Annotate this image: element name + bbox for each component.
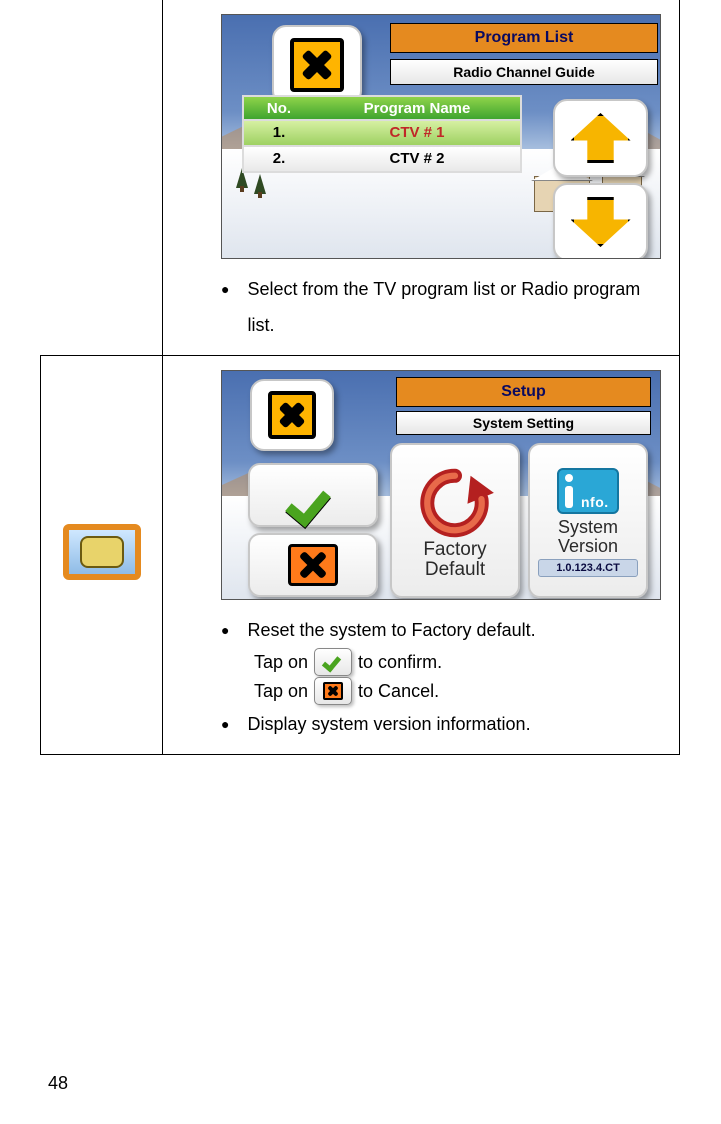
- close-button[interactable]: [272, 25, 362, 105]
- row2-bullet-2: ● Display system version information.: [221, 706, 661, 742]
- row1-bullet-text: Select from the TV program list or Radio…: [247, 271, 661, 343]
- x-icon: [288, 544, 338, 586]
- system-version-value: 1.0.123.4.CT: [538, 559, 638, 577]
- close-button[interactable]: [250, 379, 334, 451]
- manual-table: Program List Radio Channel Guide No. Pro…: [40, 0, 680, 755]
- program-row-selected[interactable]: 1. CTV # 1: [242, 121, 522, 147]
- settings-icon: [63, 524, 141, 580]
- reset-icon: [415, 468, 495, 538]
- inline-cancel-icon: [314, 677, 352, 705]
- close-icon: [290, 38, 344, 92]
- scroll-up-button[interactable]: [553, 99, 648, 177]
- program-list-subtitle: Radio Channel Guide: [390, 59, 658, 85]
- row2-content: Setup System Setting Factory Defaul: [163, 356, 680, 755]
- info-icon: nfo.: [557, 468, 619, 514]
- row2-icon-cell: [41, 356, 163, 755]
- confirm-instruction: Tap on to confirm.: [254, 648, 661, 677]
- factory-default-button[interactable]: Factory Default: [390, 443, 520, 598]
- check-icon: [285, 472, 341, 518]
- cancel-instruction: Tap on to Cancel.: [254, 677, 661, 706]
- row1-icon-cell: [41, 0, 163, 356]
- cancel-button[interactable]: [248, 533, 378, 597]
- header-no: No.: [244, 97, 314, 119]
- confirm-button[interactable]: [248, 463, 378, 527]
- row2-bullet-1-text: Reset the system to Factory default.: [247, 612, 661, 648]
- row2-bullet-1: ● Reset the system to Factory default.: [221, 612, 661, 648]
- header-name: Program Name: [314, 97, 520, 119]
- program-row[interactable]: 2. CTV # 2: [242, 147, 522, 173]
- program-list-title: Program List: [390, 23, 658, 53]
- setup-subtitle: System Setting: [396, 411, 651, 435]
- row1-bullet: ● Select from the TV program list or Rad…: [221, 271, 661, 343]
- row2-bullet-2-text: Display system version information.: [247, 706, 661, 742]
- inline-confirm-icon: [314, 648, 352, 676]
- program-list-screenshot: Program List Radio Channel Guide No. Pro…: [221, 14, 661, 259]
- row1-content: Program List Radio Channel Guide No. Pro…: [163, 0, 680, 356]
- factory-default-label: Factory Default: [423, 540, 486, 580]
- page-number: 48: [48, 1073, 68, 1094]
- arrow-up-icon: [571, 113, 631, 163]
- arrow-down-icon: [571, 197, 631, 247]
- setup-title: Setup: [396, 377, 651, 407]
- setup-screenshot: Setup System Setting Factory Defaul: [221, 370, 661, 600]
- scroll-down-button[interactable]: [553, 183, 648, 259]
- system-version-label: System Version: [558, 518, 618, 556]
- system-version-button[interactable]: nfo. System Version 1.0.123.4.CT: [528, 443, 648, 598]
- close-icon: [268, 391, 316, 439]
- program-table-header: No. Program Name: [242, 95, 522, 121]
